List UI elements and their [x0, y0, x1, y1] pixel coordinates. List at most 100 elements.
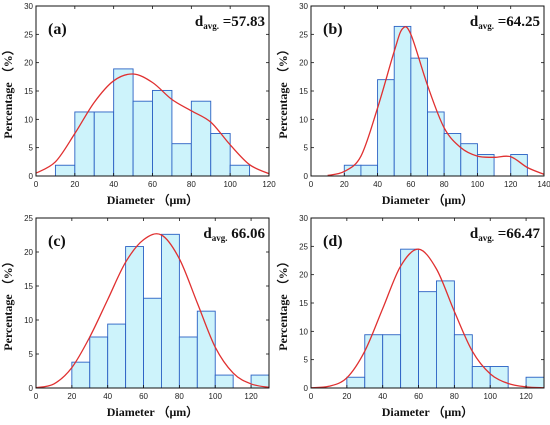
- x-tick-label: 20: [340, 180, 349, 189]
- y-tick-label: 30: [299, 214, 308, 223]
- histogram-bar: [178, 336, 198, 389]
- y-axis-label: Percentage （%）: [0, 43, 15, 138]
- y-tick-label: 10: [299, 327, 308, 336]
- x-tick-label: 40: [109, 180, 118, 189]
- y-tick-label: 5: [304, 144, 309, 153]
- average-diameter-label: davg. 66.06: [203, 226, 265, 243]
- x-tick-label: 100: [484, 392, 498, 401]
- x-tick-label: 120: [262, 180, 276, 189]
- y-tick-label: 10: [24, 115, 33, 124]
- y-tick-label: 0: [304, 172, 309, 181]
- histogram-bar: [436, 280, 455, 389]
- histogram-bar: [93, 111, 115, 177]
- histogram-panel-b: 0 20 40 60 80 100 120 140 0 5 10 15 20 25 30 Diameter （…: [275, 0, 550, 212]
- x-axis-label: Diameter （μm）: [382, 192, 474, 207]
- histogram-bar: [360, 164, 379, 177]
- histogram-bar: [382, 334, 402, 389]
- y-tick-label: 20: [299, 59, 308, 68]
- histogram-bar: [132, 100, 153, 177]
- x-tick-label: 100: [471, 180, 485, 189]
- x-tick-label: 80: [175, 392, 184, 401]
- plot-frame: [35, 217, 270, 389]
- histogram-panel-c: 0 20 40 60 80 100 120 0 5 10 15 20 25 Diameter （μm） Pe…: [0, 212, 275, 424]
- x-axis-label: Diameter （μm）: [107, 192, 199, 207]
- x-tick-label: 20: [70, 180, 79, 189]
- histogram-bar: [196, 310, 216, 389]
- panel-label: (b): [323, 21, 343, 38]
- histogram-bar: [471, 366, 491, 389]
- y-tick-label: 15: [299, 299, 308, 308]
- y-tick-label: 15: [24, 87, 33, 96]
- y-tick-label: 15: [24, 282, 33, 291]
- chart-svg: 0 20 40 60 80 100 120 0 5 10 15 20 25 30 Diameter （μm）…: [275, 214, 545, 419]
- histogram-bar: [393, 25, 412, 177]
- x-tick-label: 20: [67, 392, 76, 401]
- y-axis-label: Percentage （%）: [275, 43, 290, 138]
- y-tick-label: 20: [24, 248, 33, 257]
- y-tick-label: 5: [29, 144, 34, 153]
- chart-svg: 0 20 40 60 80 100 120 0 5 10 15 20 25 Diameter （μm） Pe…: [0, 214, 270, 419]
- y-tick-label: 5: [304, 356, 309, 365]
- panel-label: (c): [48, 233, 66, 250]
- x-tick-label: 0: [34, 392, 39, 401]
- y-tick-label: 0: [29, 172, 34, 181]
- x-tick-label: 0: [34, 180, 39, 189]
- histogram-bar: [152, 89, 173, 177]
- x-tick-label: 140: [537, 180, 550, 189]
- histogram-bar: [346, 376, 366, 389]
- histogram-bar: [74, 111, 95, 177]
- y-tick-label: 15: [299, 87, 308, 96]
- histogram-bar: [89, 336, 109, 389]
- y-tick-label: 10: [299, 115, 308, 124]
- x-tick-label: 40: [103, 392, 112, 401]
- x-tick-label: 60: [414, 392, 423, 401]
- y-axis-label: Percentage （%）: [275, 255, 290, 350]
- x-tick-label: 60: [148, 180, 157, 189]
- fit-curve: [35, 73, 270, 175]
- histogram-bar: [143, 297, 162, 389]
- y-tick-label: 20: [24, 59, 33, 68]
- chart-svg: 0 20 40 60 80 100 120 0 5 10 15 20 25 30 Diameter （μm）…: [0, 2, 276, 207]
- y-tick-label: 30: [299, 2, 308, 11]
- average-diameter-label: davg. =57.83: [195, 14, 265, 31]
- y-axis-label: Percentage （%）: [0, 255, 15, 350]
- y-tick-label: 30: [24, 2, 33, 11]
- fit-curve: [35, 233, 270, 389]
- histogram-panel-a: 0 20 40 60 80 100 120 0 5 10 15 20 25 30 Diameter （μm）…: [0, 0, 276, 212]
- x-tick-label: 0: [309, 180, 314, 189]
- y-tick-label: 10: [24, 316, 33, 325]
- y-tick-label: 20: [299, 271, 308, 280]
- y-tick-label: 25: [24, 214, 33, 223]
- histogram-bar: [161, 233, 180, 389]
- histogram-bar: [400, 248, 419, 389]
- fit-curve: [310, 248, 545, 389]
- x-tick-label: 60: [406, 180, 415, 189]
- x-tick-label: 60: [139, 392, 148, 401]
- y-tick-label: 25: [299, 30, 308, 39]
- x-tick-label: 100: [209, 392, 223, 401]
- histogram-bar: [229, 164, 251, 177]
- chart-svg: 0 20 40 60 80 100 120 140 0 5 10 15 20 25 30 Diameter （…: [275, 2, 550, 207]
- histogram-bar: [214, 374, 234, 389]
- x-tick-label: 40: [378, 392, 387, 401]
- x-tick-label: 120: [519, 392, 533, 401]
- y-tick-label: 5: [29, 350, 34, 359]
- x-tick-label: 40: [373, 180, 382, 189]
- x-tick-label: 80: [440, 180, 449, 189]
- x-tick-label: 120: [244, 392, 258, 401]
- histogram-bar: [71, 361, 91, 389]
- histogram-bar: [210, 133, 231, 177]
- histogram-bar: [107, 323, 127, 389]
- histogram-bar: [489, 366, 509, 389]
- y-tick-label: 0: [29, 384, 34, 393]
- y-tick-label: 25: [299, 242, 308, 251]
- histogram-bar: [364, 334, 384, 389]
- x-tick-label: 120: [504, 180, 518, 189]
- histogram-bar: [125, 246, 144, 389]
- x-tick-label: 80: [187, 180, 196, 189]
- x-axis-label: Diameter （μm）: [382, 404, 474, 419]
- histogram-bar: [113, 68, 134, 177]
- average-diameter-label: davg. =66.47: [470, 226, 541, 243]
- x-tick-label: 0: [309, 392, 314, 401]
- histogram-bar: [453, 334, 473, 389]
